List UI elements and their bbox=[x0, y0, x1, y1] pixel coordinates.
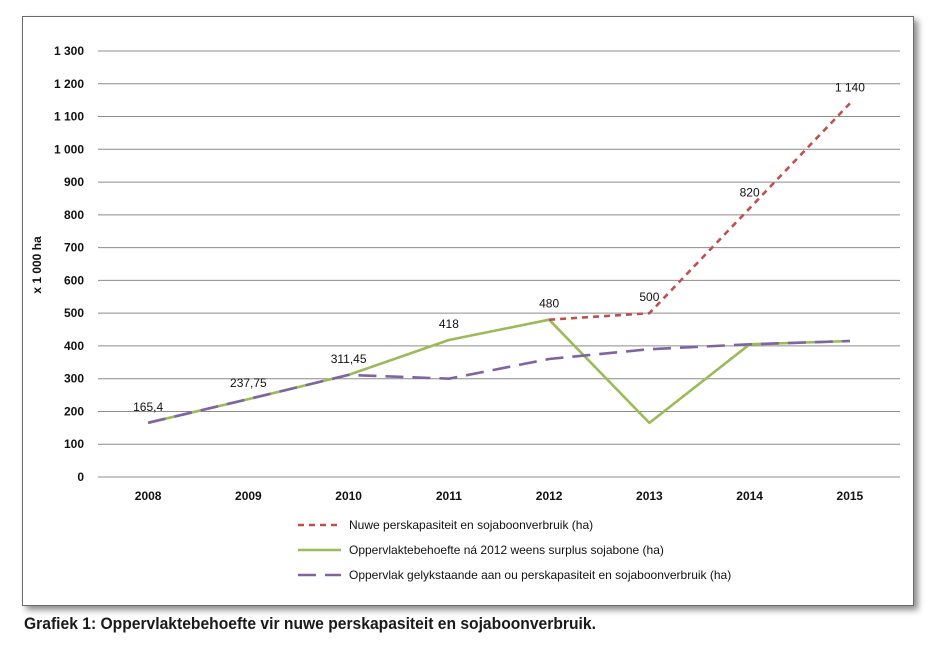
x-axis-ticks: 2008 2009 2010 2011 2012 2013 2014 2015 bbox=[135, 489, 864, 503]
line-chart: 0 100 200 300 400 500 600 700 800 900 1 000 1 100 1 … bbox=[30, 44, 900, 582]
x-tick-label: 2008 bbox=[135, 489, 162, 503]
x-tick-label: 2012 bbox=[536, 489, 563, 503]
legend-label: Nuwe perskapasiteit en sojaboonverbruik … bbox=[349, 518, 593, 532]
legend-label: Oppervlaktebehoefte ná 2012 weens surplu… bbox=[349, 543, 664, 557]
x-tick-label: 2015 bbox=[837, 489, 864, 503]
series-line-2 bbox=[147, 318, 850, 425]
series-line-1 bbox=[549, 102, 851, 321]
data-label: 418 bbox=[439, 317, 459, 331]
y-tick-label: 500 bbox=[64, 306, 84, 320]
y-tick-label: 100 bbox=[64, 437, 84, 451]
y-tick-label: 300 bbox=[64, 372, 84, 386]
data-labels: 165,4 237,75 311,45 418 480 500 820 1 140 bbox=[133, 80, 865, 413]
x-tick-label: 2009 bbox=[235, 489, 262, 503]
y-tick-label: 700 bbox=[64, 241, 84, 255]
y-tick-label: 600 bbox=[64, 273, 84, 287]
gridlines bbox=[98, 50, 900, 478]
x-tick-label: 2010 bbox=[335, 489, 362, 503]
y-tick-label: 1 300 bbox=[54, 44, 84, 58]
x-tick-label: 2014 bbox=[736, 489, 763, 503]
data-label: 500 bbox=[639, 290, 659, 304]
y-tick-label: 400 bbox=[64, 339, 84, 353]
y-tick-label: 800 bbox=[64, 208, 84, 222]
y-tick-label: 0 bbox=[77, 470, 84, 484]
figure-caption: Grafiek 1: Oppervlaktebehoefte vir nuwe … bbox=[24, 614, 596, 633]
y-axis-ticks: 0 100 200 300 400 500 600 700 800 900 1 000 1 100 1 … bbox=[54, 44, 84, 484]
legend-label: Oppervlak gelykstaande aan ou perskapasi… bbox=[349, 568, 731, 582]
x-tick-label: 2011 bbox=[436, 489, 462, 503]
y-tick-label: 900 bbox=[64, 175, 84, 189]
y-tick-label: 1 100 bbox=[54, 110, 84, 124]
y-axis-label: x 1 000 ha bbox=[30, 236, 44, 294]
data-label: 480 bbox=[539, 297, 559, 311]
data-label: 165,4 bbox=[133, 400, 163, 414]
y-tick-label: 1 000 bbox=[54, 142, 84, 156]
data-label: 820 bbox=[740, 185, 760, 199]
series-lines bbox=[147, 102, 851, 425]
y-tick-label: 1 200 bbox=[54, 77, 84, 91]
legend: Nuwe perskapasiteit en sojaboonverbruik … bbox=[298, 518, 731, 582]
series-line-3 bbox=[147, 339, 850, 425]
data-label: 1 140 bbox=[835, 80, 865, 94]
data-label: 237,75 bbox=[230, 376, 267, 390]
chart-frame: 0 100 200 300 400 500 600 700 800 900 1 000 1 100 1 … bbox=[22, 16, 914, 606]
data-label: 311,45 bbox=[331, 352, 367, 366]
y-tick-label: 200 bbox=[64, 404, 84, 418]
x-tick-label: 2013 bbox=[636, 489, 663, 503]
